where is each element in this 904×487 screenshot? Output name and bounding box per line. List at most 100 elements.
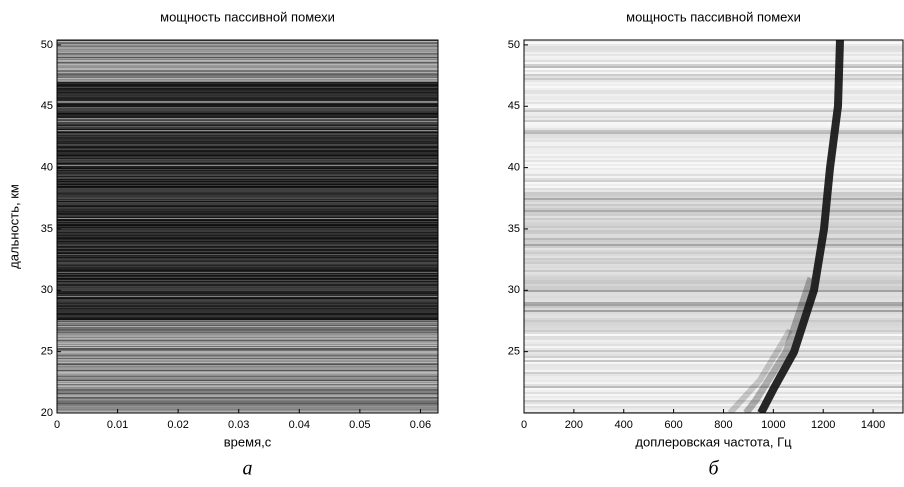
- texture-row: [524, 330, 903, 332]
- texture-row: [524, 232, 903, 234]
- texture-row: [524, 338, 903, 340]
- texture-row: [524, 364, 903, 366]
- texture-row: [57, 87, 438, 88]
- texture-row: [524, 84, 903, 86]
- texture-row: [524, 120, 903, 122]
- texture-row: [57, 268, 438, 269]
- texture-row: [524, 290, 903, 292]
- texture-row: [57, 328, 438, 329]
- texture-row: [57, 253, 438, 254]
- texture-row: [524, 94, 903, 96]
- texture-row: [57, 398, 438, 399]
- x-axis-label: время,с: [224, 434, 272, 449]
- texture-row: [524, 208, 903, 210]
- texture-row: [57, 158, 438, 159]
- texture-row: [57, 187, 438, 188]
- texture-row: [57, 157, 438, 158]
- texture-row: [524, 266, 903, 268]
- texture-row: [57, 301, 438, 302]
- texture-row: [524, 406, 903, 408]
- texture-row: [57, 143, 438, 144]
- texture-row: [57, 276, 438, 277]
- texture-row: [57, 69, 438, 70]
- texture-row: [57, 103, 438, 104]
- texture-row: [57, 191, 438, 192]
- texture-row: [524, 68, 903, 70]
- texture-row: [57, 111, 438, 112]
- texture-row: [57, 139, 438, 140]
- texture-row: [57, 204, 438, 205]
- texture-row: [524, 146, 903, 148]
- echo-track: [757, 40, 844, 413]
- texture-row: [524, 398, 903, 400]
- texture-row: [57, 210, 438, 211]
- texture-row: [524, 148, 903, 150]
- texture-row: [524, 380, 903, 382]
- texture-row: [524, 258, 903, 260]
- texture-row: [57, 313, 438, 314]
- texture-row: [57, 99, 438, 100]
- texture-row: [524, 176, 903, 178]
- texture-row: [57, 379, 438, 380]
- texture-row: [524, 144, 903, 146]
- texture-row: [57, 292, 438, 293]
- texture-row: [57, 162, 438, 163]
- texture-row: [524, 160, 903, 162]
- texture-row: [524, 74, 903, 76]
- texture-row: [57, 227, 438, 228]
- texture-row: [57, 135, 438, 136]
- caption: б: [708, 458, 719, 480]
- texture-row: [57, 136, 438, 137]
- y-tick-label: 50: [41, 39, 53, 51]
- texture-row: [57, 250, 438, 251]
- texture-row: [524, 402, 903, 404]
- texture-row: [524, 126, 903, 128]
- texture-row: [57, 348, 438, 349]
- texture-row: [524, 278, 903, 280]
- texture-row: [57, 109, 438, 110]
- texture-row: [524, 360, 903, 362]
- texture-row: [524, 192, 903, 194]
- texture-row: [57, 165, 438, 166]
- texture-row: [57, 66, 438, 67]
- texture-row: [57, 382, 438, 383]
- texture-row: [57, 290, 438, 291]
- texture-row: [57, 259, 438, 260]
- texture-row: [57, 108, 438, 109]
- texture-row: [57, 288, 438, 289]
- texture-row: [57, 79, 438, 80]
- texture-row: [57, 333, 438, 334]
- texture-row: [57, 211, 438, 212]
- texture-row: [57, 107, 438, 108]
- texture-row: [57, 408, 438, 409]
- texture-row: [524, 188, 903, 190]
- texture-row: [57, 167, 438, 168]
- texture-row: [524, 248, 903, 250]
- texture-row: [524, 212, 903, 214]
- texture-row: [524, 246, 903, 248]
- texture-row: [57, 277, 438, 278]
- texture-row: [57, 125, 438, 126]
- texture-row: [524, 274, 903, 276]
- texture-row: [57, 46, 438, 47]
- texture-row: [57, 49, 438, 50]
- texture-row: [57, 121, 438, 122]
- texture-row: [57, 91, 438, 92]
- texture-row: [524, 202, 903, 204]
- texture-row: [57, 137, 438, 138]
- texture-row: [57, 96, 438, 97]
- texture-row: [57, 229, 438, 230]
- texture-row: [57, 97, 438, 98]
- texture-row: [57, 168, 438, 169]
- texture-row: [57, 120, 438, 121]
- texture-row: [57, 392, 438, 393]
- texture-row: [524, 182, 903, 184]
- texture-row: [57, 354, 438, 355]
- texture-row: [57, 134, 438, 135]
- texture-row: [57, 294, 438, 295]
- texture-row: [57, 119, 438, 120]
- texture-row: [57, 296, 438, 297]
- texture-row: [57, 181, 438, 182]
- texture-row: [524, 320, 903, 322]
